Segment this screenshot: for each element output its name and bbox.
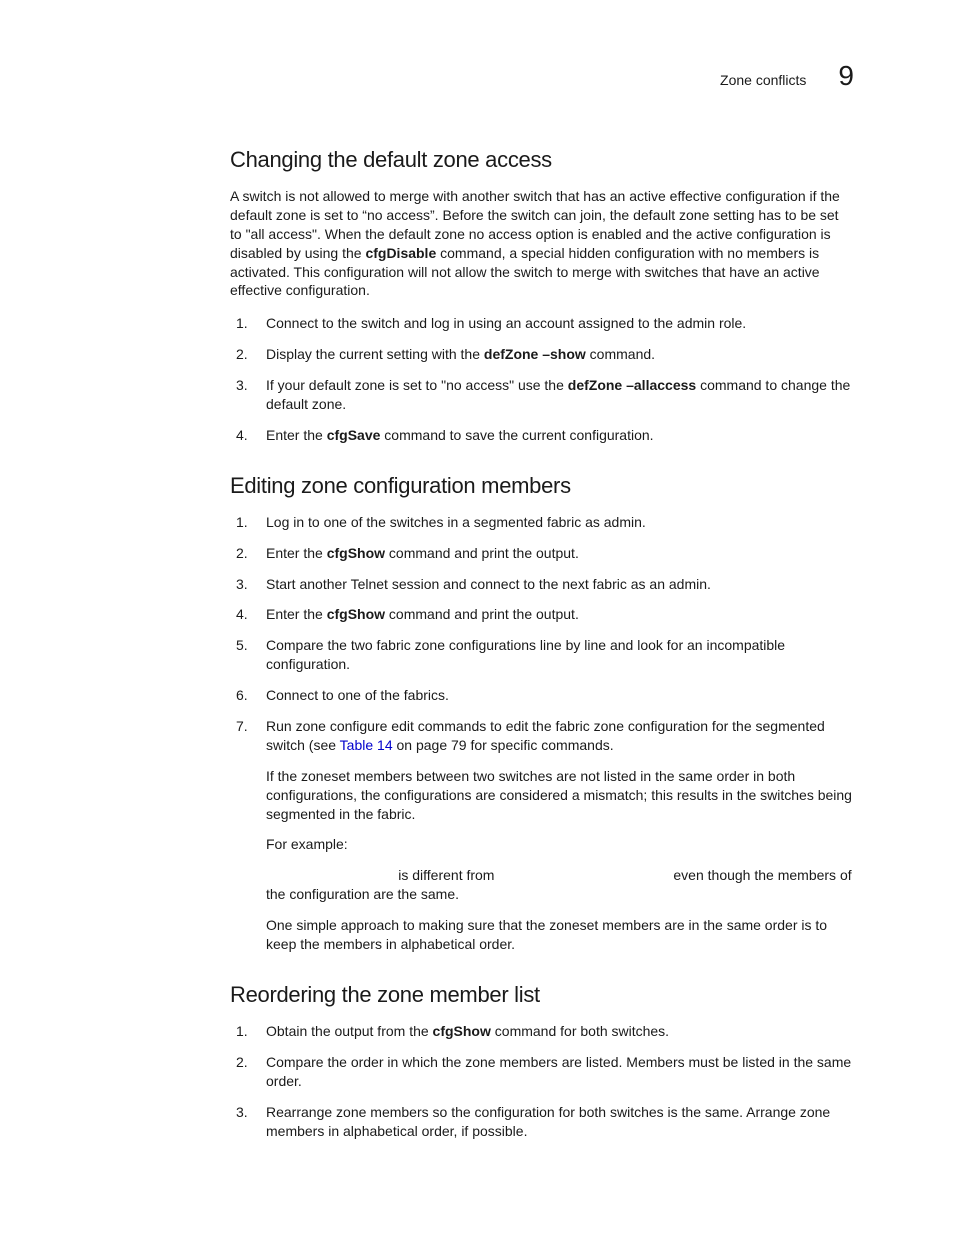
sub-paragraph: is different from even though the member… <box>266 866 854 904</box>
text: Rearrange zone members so the configurat… <box>266 1104 830 1139</box>
text: Start another Telnet session and connect… <box>266 576 711 592</box>
sub-paragraph: One simple approach to making sure that … <box>266 916 854 954</box>
text: command for both switches. <box>491 1023 669 1039</box>
section1-steps: Connect to the switch and log in using a… <box>230 314 854 444</box>
link-table-14[interactable]: Table 14 <box>340 737 393 753</box>
text: Compare the order in which the zone memb… <box>266 1054 851 1089</box>
sub-paragraph: For example: <box>266 835 854 854</box>
text: command and print the output. <box>385 545 579 561</box>
running-header: Zone conflicts 9 <box>230 60 854 92</box>
text: Display the current setting with the <box>266 346 484 362</box>
text: command. <box>586 346 655 362</box>
text: Log in to one of the switches in a segme… <box>266 514 646 530</box>
list-item: Display the current setting with the def… <box>230 345 854 364</box>
text: Connect to one of the fabrics. <box>266 687 449 703</box>
list-item: Run zone configure edit commands to edit… <box>230 717 854 954</box>
text: Obtain the output from the <box>266 1023 433 1039</box>
cmd-cfgshow: cfgShow <box>327 545 385 561</box>
text: Enter the <box>266 427 327 443</box>
list-item: Compare the order in which the zone memb… <box>230 1053 854 1091</box>
text: If your default zone is set to "no acces… <box>266 377 568 393</box>
list-item: Enter the cfgShow command and print the … <box>230 544 854 563</box>
header-section-title: Zone conflicts <box>720 72 806 88</box>
text: Connect to the switch and log in using a… <box>266 315 746 331</box>
page: Zone conflicts 9 Changing the default zo… <box>0 0 954 1254</box>
list-item: Enter the cfgShow command and print the … <box>230 605 854 624</box>
cmd-cfgshow: cfgShow <box>327 606 385 622</box>
text: on page 79 for specific commands. <box>393 737 614 753</box>
text: Enter the <box>266 606 327 622</box>
section3-steps: Obtain the output from the cfgShow comma… <box>230 1022 854 1140</box>
heading-changing-default-zone: Changing the default zone access <box>230 147 854 173</box>
list-item: Compare the two fabric zone configuratio… <box>230 636 854 674</box>
section1-intro: A switch is not allowed to merge with an… <box>230 187 854 300</box>
list-item: Connect to the switch and log in using a… <box>230 314 854 333</box>
list-item: Connect to one of the fabrics. <box>230 686 854 705</box>
cmd-defzone-show: defZone –show <box>484 346 586 362</box>
list-item: If your default zone is set to "no acces… <box>230 376 854 414</box>
list-item: Obtain the output from the cfgShow comma… <box>230 1022 854 1041</box>
cmd-cfgshow: cfgShow <box>433 1023 491 1039</box>
heading-editing-zone-config: Editing zone configuration members <box>230 473 854 499</box>
text: command and print the output. <box>385 606 579 622</box>
list-item: Rearrange zone members so the configurat… <box>230 1103 854 1141</box>
cmd-cfgdisable: cfgDisable <box>365 245 436 261</box>
list-item: Log in to one of the switches in a segme… <box>230 513 854 532</box>
text: command to save the current configuratio… <box>380 427 653 443</box>
text: Enter the <box>266 545 327 561</box>
heading-reordering-zone-member: Reordering the zone member list <box>230 982 854 1008</box>
section2-steps: Log in to one of the switches in a segme… <box>230 513 854 954</box>
list-item: Enter the cfgSave command to save the cu… <box>230 426 854 445</box>
cmd-cfgsave: cfgSave <box>327 427 381 443</box>
list-item: Start another Telnet session and connect… <box>230 575 854 594</box>
header-chapter-number: 9 <box>838 60 854 92</box>
text: Compare the two fabric zone configuratio… <box>266 637 785 672</box>
sub-paragraph: If the zoneset members between two switc… <box>266 767 854 824</box>
cmd-defzone-allaccess: defZone –allaccess <box>568 377 696 393</box>
